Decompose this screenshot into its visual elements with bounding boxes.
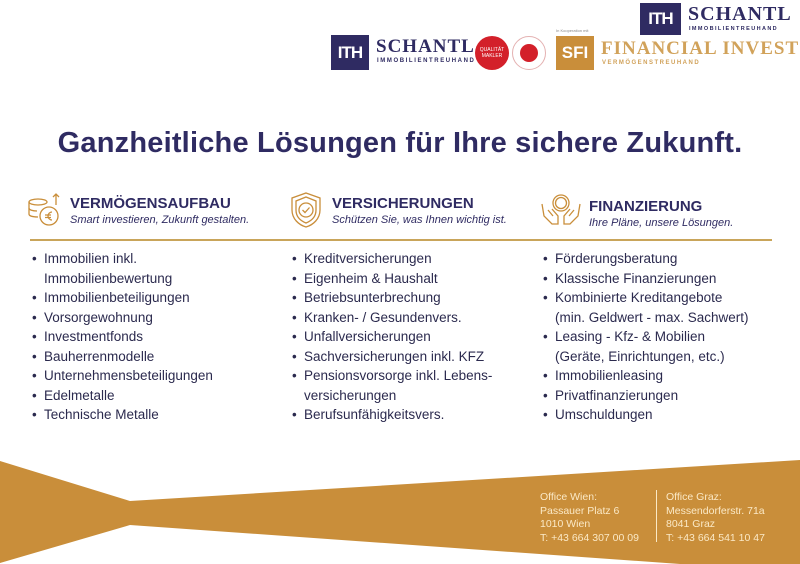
list-item: Eigenheim & Haushalt xyxy=(292,269,492,289)
list-item-text: Betriebsunterbrechung xyxy=(304,290,441,305)
office-graz-title: Office Graz: xyxy=(666,491,722,503)
list-item-text: Immobilien inkl. xyxy=(44,251,138,266)
office-wien: Office Wien: Passauer Platz 6 1010 Wien … xyxy=(540,491,639,545)
list-item: Bauherrenmodelle xyxy=(32,347,213,367)
list-item: Betriebsunterbrechung xyxy=(292,288,492,308)
list-item-text: Privatfinanzierungen xyxy=(555,387,679,403)
list-item: Immobilienleasing xyxy=(543,366,749,386)
section-divider xyxy=(30,239,772,241)
list-item-text: versicherungen xyxy=(304,387,397,403)
office-graz-phone[interactable]: T: +43 664 541 10 47 xyxy=(666,531,765,544)
list-item: Sachversicherungen inkl. KFZ xyxy=(292,347,492,367)
list-item-text: Immobilienbewertung xyxy=(44,270,173,286)
list-item-text: Sachversicherungen inkl. KFZ xyxy=(304,348,485,364)
schantl-logo-name: SCHANTL xyxy=(376,36,475,57)
top-schantl-logo-mark: ITH xyxy=(640,3,681,35)
list-item: Berufsunfähigkeitsvers. xyxy=(292,405,492,425)
office-graz: Office Graz: Messendorferstr. 71a 8041 G… xyxy=(666,491,765,545)
list-item-text: (Geräte, Einrichtungen, etc.) xyxy=(555,348,725,364)
list-item-text: Bauherrenmodelle xyxy=(44,348,155,364)
list-item-text: Kreditversicherungen xyxy=(304,251,432,266)
list-item: Leasing - Kfz- & Mobilien (Geräte, Einric… xyxy=(543,327,749,366)
list-item-text: Unfallversicherungen xyxy=(304,329,431,344)
list-item: Kombinierte Kreditangebote (min. Geldwert… xyxy=(543,288,749,327)
list-item: Edelmetalle xyxy=(32,386,213,406)
list-item: Umschuldungen xyxy=(543,405,749,425)
list-item-text: Technische Metalle xyxy=(44,407,159,422)
shield-check-icon xyxy=(291,192,321,228)
list-item-text: Vorsorgewohnung xyxy=(44,309,153,325)
top-schantl-logo-tagline: IMMOBILIENTREUHAND xyxy=(689,26,779,32)
list-item-text: Eigenheim & Haushalt xyxy=(304,270,438,286)
eagle-icon xyxy=(520,44,538,62)
hands-euro-icon xyxy=(541,194,581,225)
schantl-logo-mark: ITH xyxy=(331,35,369,70)
quality-seal-badge: QUALITÄT MAKLER xyxy=(475,36,509,70)
office-graz-city: 8041 Graz xyxy=(666,518,716,530)
financial-invest-tagline: VERMÖGENSTREUHAND xyxy=(602,60,701,66)
list-item: Pensionsvorsorge inkl. Lebens-versicheru… xyxy=(292,366,492,405)
list-item: Unternehmensbeteiligungen xyxy=(32,366,213,386)
list-item-text: (min. Geldwert - max. Sachwert) xyxy=(555,309,749,325)
category-title: FINANZIERUNG xyxy=(589,198,703,215)
footer-divider xyxy=(656,490,657,542)
sfi-logo-mark: SFI xyxy=(556,36,594,70)
office-wien-street: Passauer Platz 6 xyxy=(540,504,620,517)
list-item-text: Kranken- / Gesundenvers. xyxy=(304,309,462,325)
list-item-text: Pensionsvorsorge inkl. Lebens- xyxy=(304,368,493,383)
list-versicherungen: Kreditversicherungen Eigenheim & Haushalt… xyxy=(292,249,492,425)
top-schantl-logo-name: SCHANTL xyxy=(688,3,792,25)
list-item: Klassische Finanzierungen xyxy=(543,269,749,289)
category-header-vermoegensaufbau: VERMÖGENSAUFBAU Smart investieren, Zukun… xyxy=(70,195,249,226)
list-item: Vorsorgewohnung xyxy=(32,308,213,328)
category-subtitle: Smart investieren, Zukunft gestalten. xyxy=(70,214,250,226)
list-finanzierung: Förderungsberatung Klassische Finanzierun… xyxy=(543,249,749,425)
list-item-text: Förderungsberatung xyxy=(555,251,678,266)
schantl-logo-tagline: IMMOBILIENTREUHAND xyxy=(377,58,476,64)
list-item-text: Investmentfonds xyxy=(44,329,144,344)
list-item-text: Immobilienbeteiligungen xyxy=(44,290,190,305)
category-subtitle: Ihre Pläne, unsere Lösungen. xyxy=(589,217,734,229)
category-title: VERSICHERUNGEN xyxy=(332,195,474,212)
office-wien-title: Office Wien: xyxy=(540,491,597,503)
list-item: Immobilienbeteiligungen xyxy=(32,288,213,308)
list-item: Investmentfonds xyxy=(32,327,213,347)
category-subtitle: Schützen Sie, was Ihnen wichtig ist. xyxy=(332,214,507,226)
list-item: Immobilien inkl. Immobilienbewertung xyxy=(32,249,213,288)
list-item-text: Berufsunfähigkeitsvers. xyxy=(304,407,445,422)
list-item-text: Kombinierte Kreditangebote xyxy=(555,290,723,305)
list-item: Unfallversicherungen xyxy=(292,327,492,347)
category-header-finanzierung: FINANZIERUNG Ihre Pläne, unsere Lösungen… xyxy=(589,198,733,229)
list-item-text: Immobilienleasing xyxy=(555,368,664,383)
list-item: Kranken- / Gesundenvers. xyxy=(292,308,492,328)
office-wien-city: 1010 Wien xyxy=(540,518,591,530)
cooperation-label: In Kooperation mit xyxy=(556,28,589,33)
list-item-text: Klassische Finanzierungen xyxy=(555,270,717,286)
eagle-seal-badge xyxy=(512,36,546,70)
category-title: VERMÖGENSAUFBAU xyxy=(70,195,231,212)
coins-euro-growth-icon xyxy=(28,193,60,226)
page-headline: Ganzheitliche Lösungen für Ihre sichere … xyxy=(57,127,743,159)
list-item: Privatfinanzierungen xyxy=(543,386,749,406)
list-item: Technische Metalle xyxy=(32,405,213,425)
list-item-text: Unternehmensbeteiligungen xyxy=(44,368,213,383)
list-item: Förderungsberatung xyxy=(543,249,749,269)
list-item-text: Edelmetalle xyxy=(44,387,115,403)
list-vermoegensaufbau: Immobilien inkl.ImmobilienbewertungImmob… xyxy=(32,249,213,425)
quality-seal-text: QUALITÄT MAKLER xyxy=(479,47,505,59)
financial-invest-name: FINANCIAL INVEST xyxy=(601,38,800,59)
category-header-versicherungen: VERSICHERUNGEN Schützen Sie, was Ihnen w… xyxy=(332,195,507,226)
list-item-text: Umschuldungen xyxy=(555,407,653,422)
office-wien-phone[interactable]: T: +43 664 307 00 09 xyxy=(540,531,639,544)
list-item: Kreditversicherungen xyxy=(292,249,492,269)
list-item-text: Leasing - Kfz- & Mobilien xyxy=(555,329,706,344)
office-graz-street: Messendorferstr. 71a xyxy=(666,504,765,517)
